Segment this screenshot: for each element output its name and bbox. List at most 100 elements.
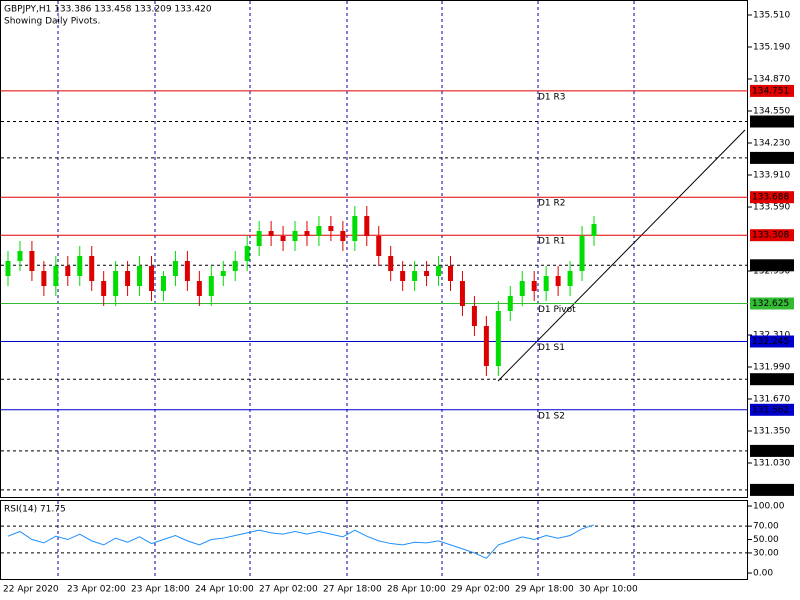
level-label: 131.151 (752, 446, 789, 456)
rsi-tick-label: 50.00 (753, 535, 779, 545)
candle-body (41, 271, 47, 286)
candle-body (447, 266, 453, 281)
level-box (750, 229, 794, 242)
candle-body (137, 266, 143, 286)
candle-body (268, 231, 274, 236)
rsi-tick-label: 30.00 (753, 548, 779, 558)
candle-body (208, 276, 214, 296)
candle-body (364, 216, 370, 236)
candle-body (220, 271, 226, 276)
y-tick-label: 131.350 (753, 427, 790, 437)
candle-body (232, 261, 238, 271)
rsi-line (7, 524, 595, 559)
level-label: 134.445 (752, 117, 789, 127)
candle-body (316, 226, 322, 236)
level-label: 134.751 (752, 86, 789, 96)
candle-body (507, 296, 513, 311)
candle-body (292, 231, 298, 241)
candle-body (304, 231, 310, 236)
candle-body (196, 281, 202, 296)
candle-body (567, 271, 573, 286)
level-box (750, 84, 794, 97)
y-tick-label: 133.910 (753, 171, 790, 181)
x-tick-label: 28 Apr 10:00 (387, 585, 446, 595)
level-name: D1 S1 (538, 343, 565, 353)
x-tick-label: 29 Apr 02:00 (451, 585, 510, 595)
candle-body (5, 261, 11, 276)
candle-body (125, 271, 131, 286)
level-label: 131.868 (752, 375, 789, 385)
level-label: 131.562 (752, 405, 789, 415)
candle-body (352, 216, 358, 241)
candle-body (340, 231, 346, 241)
candle-body (376, 236, 382, 256)
rsi-tick-label: 70.00 (753, 522, 779, 532)
x-tick-label: 24 Apr 10:00 (195, 585, 254, 595)
candle-body (388, 256, 394, 271)
candle-body (101, 281, 107, 296)
level-box (750, 444, 794, 457)
level-box (750, 403, 794, 416)
candle-body (160, 276, 166, 291)
candle-body (149, 266, 155, 291)
level-name: D1 R1 (538, 237, 566, 247)
y-tick-label: 131.990 (753, 363, 790, 373)
chart-subtitle: Showing Daily Pivots. (4, 17, 100, 27)
level-name: D1 R2 (538, 199, 566, 209)
level-label: 133.688 (752, 193, 789, 203)
level-label: 133.007 (752, 261, 789, 271)
y-tick-label: 132.950 (753, 267, 790, 277)
main-pane (0, 0, 748, 498)
level-name: D1 S2 (538, 411, 565, 421)
rsi-title: RSI(14) 71.75 (4, 505, 66, 515)
candle-body (424, 271, 430, 276)
level-name: D1 R3 (538, 92, 566, 102)
x-tick-label: 23 Apr 18:00 (131, 585, 190, 595)
candle-body (53, 266, 59, 286)
candle-body (591, 224, 597, 236)
level-label: 134.081 (752, 153, 789, 163)
candle-body (184, 261, 190, 281)
candle-body (65, 266, 71, 276)
candle-body (471, 306, 477, 326)
candle-body (495, 311, 501, 366)
level-box (750, 297, 794, 310)
y-tick-label: 134.870 (753, 75, 790, 85)
level-name: D1 Pivot (538, 305, 576, 315)
trend-line (497, 129, 746, 382)
y-tick-label: 131.030 (753, 459, 790, 469)
x-tick-label: 30 Apr 10:00 (579, 585, 638, 595)
level-box (750, 115, 794, 128)
candle-body (531, 281, 537, 291)
candle-body (280, 236, 286, 241)
candle-body (172, 261, 178, 276)
level-label: 133.308 (752, 231, 789, 241)
level-box (750, 151, 794, 164)
level-label: 132.245 (752, 337, 789, 347)
candle-body (519, 281, 525, 296)
rsi-tick-label: 0.00 (753, 569, 773, 579)
y-tick-label: 134.230 (753, 139, 790, 149)
candle-body (412, 271, 418, 281)
level-label: 132.625 (752, 299, 789, 309)
chart-header: GBPJPY,H1 133.386 133.458 133.209 133.42… (4, 5, 212, 15)
candle-body (436, 266, 442, 276)
candle-body (17, 251, 23, 261)
rsi-tick-label: 100.00 (753, 502, 785, 512)
level-box (750, 373, 794, 386)
y-tick-label: 135.190 (753, 43, 790, 53)
candle-body (579, 236, 585, 271)
candle-body (89, 256, 95, 281)
x-tick-label: 27 Apr 02:00 (259, 585, 318, 595)
x-tick-label: 23 Apr 02:00 (67, 585, 126, 595)
level-box (750, 191, 794, 204)
candle-body (113, 271, 119, 296)
y-tick-label: 134.550 (753, 107, 790, 117)
level-box (750, 335, 794, 348)
x-tick-label: 22 Apr 2020 (3, 585, 59, 595)
candle-body (256, 231, 262, 246)
candle-body (483, 326, 489, 366)
candle-body (543, 276, 549, 291)
candle-body (459, 281, 465, 306)
